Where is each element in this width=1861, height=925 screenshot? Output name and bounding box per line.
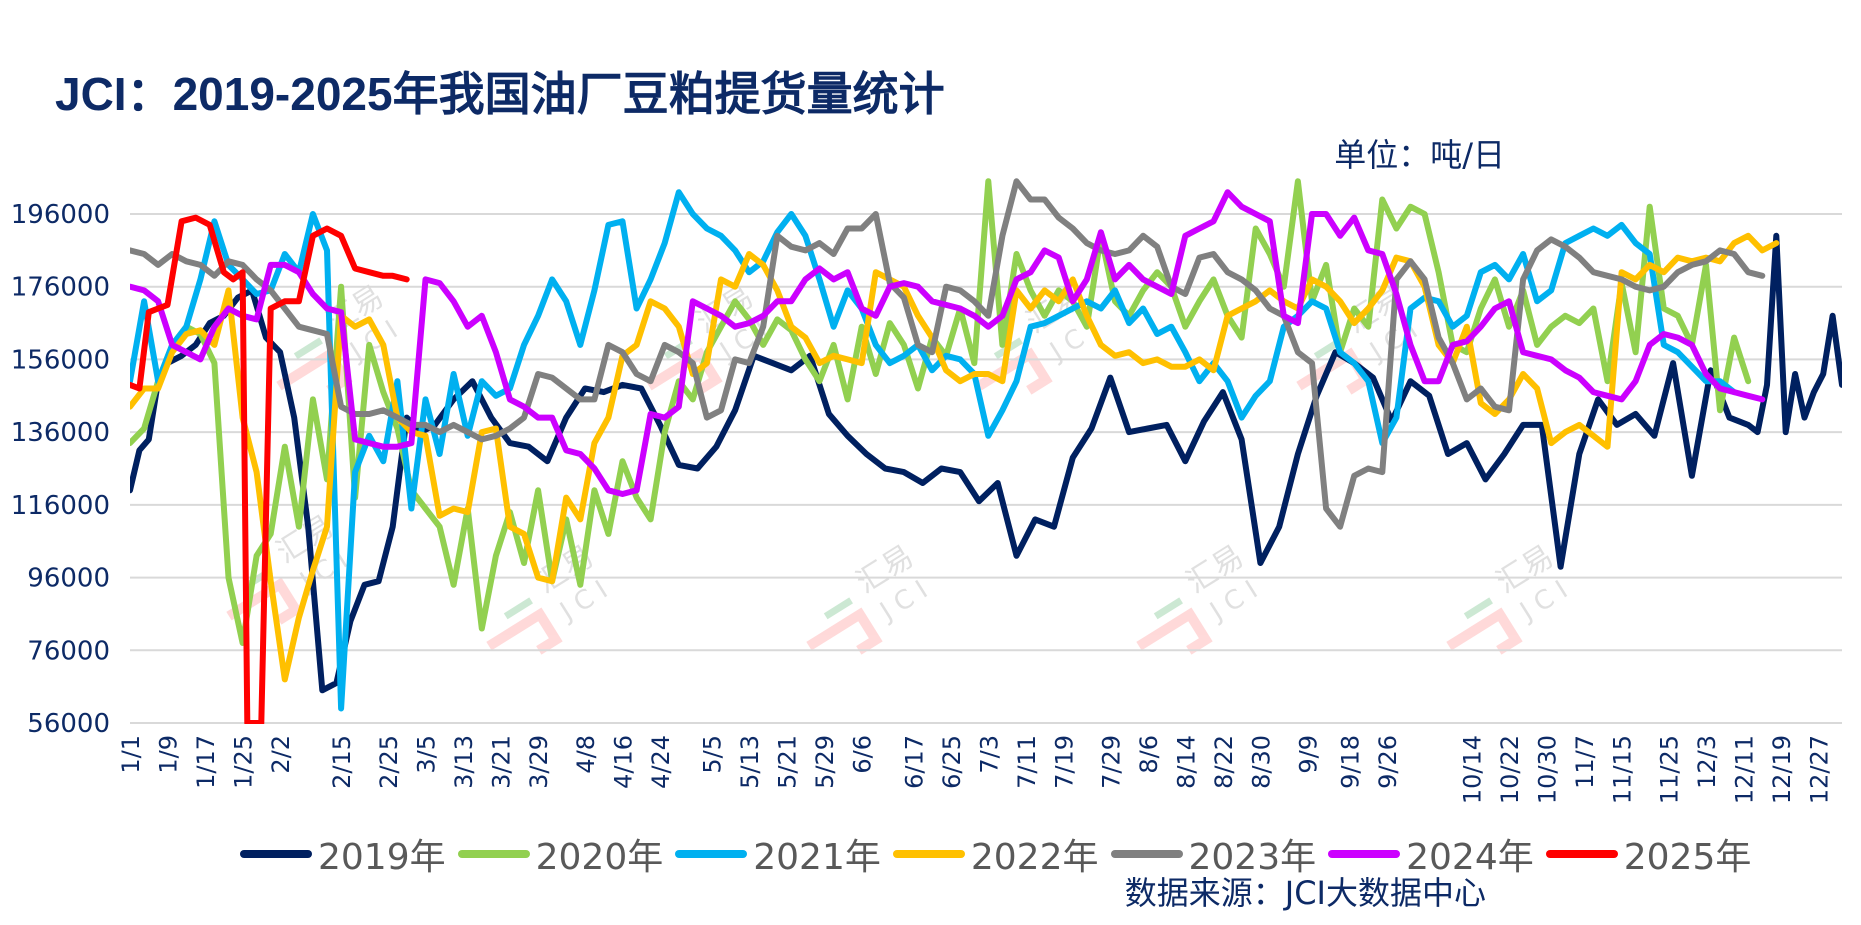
- x-tick-label: 2/25: [375, 735, 403, 789]
- series-line-2023: [130, 178, 1766, 530]
- x-tick-label: 1/1: [117, 735, 145, 774]
- legend-item: 2023年: [1110, 828, 1317, 880]
- unit-label: 单位：吨/日: [1334, 136, 1505, 174]
- legend-swatch: [892, 850, 965, 858]
- legend-item: 2025年: [1545, 828, 1752, 880]
- series-lines: [130, 178, 1842, 724]
- y-axis-ticks: 56000 76000 96000 116000 136000 156000 176000 1…: [11, 200, 110, 739]
- x-tick-label: 3/5: [412, 735, 440, 774]
- x-tick-label: 11/15: [1609, 735, 1637, 804]
- x-tick-label: 7/3: [975, 735, 1003, 774]
- x-tick-label: 5/5: [699, 735, 727, 774]
- x-tick-label: 9/26: [1374, 735, 1402, 789]
- y-tick-label: 176000: [11, 273, 110, 303]
- x-tick-label: 10/30: [1534, 735, 1562, 804]
- x-tick-label: 1/17: [192, 735, 220, 789]
- x-tick-label: 12/19: [1768, 735, 1796, 804]
- x-tick-label: 6/25: [938, 735, 966, 789]
- legend-item: 2024年: [1328, 828, 1534, 880]
- legend-item: 2020年: [457, 828, 664, 880]
- x-tick-label: 7/19: [1050, 735, 1078, 789]
- x-tick-label: 3/21: [488, 735, 516, 789]
- x-tick-label: 11/7: [1571, 735, 1599, 789]
- x-tick-label: 1/25: [230, 735, 258, 789]
- x-tick-label: 4/16: [609, 735, 637, 789]
- y-tick-label: 56000: [27, 709, 110, 739]
- legend-label: 2021年: [753, 837, 881, 878]
- legend-swatch: [675, 850, 748, 858]
- legend-label: 2019年: [318, 837, 446, 878]
- legend-swatch: [240, 850, 312, 858]
- x-tick-label: 9/9: [1294, 735, 1322, 774]
- legend-item: 2022年: [892, 828, 1099, 880]
- series-line-2021: [130, 189, 1738, 712]
- x-tick-label: 3/29: [525, 735, 553, 789]
- x-tick-label: 6/6: [849, 735, 877, 774]
- legend: 2019年 2020年 2021年 2022年 2023年 2024年 2025年: [240, 828, 1763, 880]
- legend-swatch: [457, 850, 530, 858]
- x-tick-label: 5/21: [774, 735, 802, 789]
- x-tick-label: 12/3: [1693, 735, 1721, 789]
- series-line-2025: [130, 214, 410, 724]
- legend-label: 2024年: [1406, 837, 1534, 878]
- x-tick-label: 3/13: [450, 735, 478, 789]
- y-tick-label: 156000: [11, 345, 110, 375]
- y-tick-label: 116000: [11, 491, 110, 521]
- x-tick-label: 8/14: [1172, 735, 1200, 789]
- x-tick-label: 11/25: [1655, 735, 1683, 804]
- legend-swatch: [1110, 850, 1183, 858]
- x-tick-label: 8/22: [1210, 735, 1238, 789]
- x-axis-ticks: 1/1 1/9 1/17 1/25 2/2 2/15 2/25 3/5 3/13 3/21 3/29…: [117, 735, 1834, 804]
- x-tick-label: 9/18: [1337, 735, 1365, 789]
- y-tick-label: 196000: [11, 200, 110, 230]
- x-tick-label: 12/27: [1806, 735, 1834, 804]
- legend-label: 2022年: [970, 837, 1099, 878]
- legend-label: 2025年: [1623, 837, 1752, 878]
- x-tick-label: 10/22: [1496, 735, 1524, 804]
- x-tick-label: 7/11: [1013, 735, 1041, 789]
- chart-title: JCI：2019-2025年我国油厂豆粕提货量统计: [55, 68, 945, 120]
- y-tick-label: 96000: [27, 564, 110, 594]
- legend-swatch: [1328, 850, 1401, 858]
- legend-label: 2023年: [1188, 837, 1317, 878]
- series-line-2024: [130, 189, 1766, 497]
- legend-item: 2019年: [240, 828, 446, 880]
- gridlines: [130, 213, 1842, 724]
- data-source: 数据来源：JCI大数据中心: [1124, 874, 1486, 912]
- x-tick-label: 10/14: [1458, 735, 1486, 804]
- x-tick-label: 8/6: [1135, 735, 1163, 774]
- legend-swatch: [1545, 850, 1618, 858]
- x-tick-label: 7/29: [1097, 735, 1125, 789]
- series-line-2019: [130, 232, 1842, 694]
- x-tick-label: 1/9: [155, 735, 183, 774]
- y-tick-label: 136000: [11, 418, 110, 448]
- x-tick-label: 4/24: [647, 735, 675, 789]
- legend-item: 2021年: [675, 828, 881, 880]
- x-tick-label: 6/17: [900, 735, 928, 789]
- x-tick-label: 8/30: [1247, 735, 1275, 789]
- x-tick-label: 5/29: [811, 735, 839, 789]
- y-tick-label: 76000: [27, 636, 110, 666]
- x-tick-label: 5/13: [736, 735, 764, 789]
- x-tick-label: 2/15: [328, 735, 356, 789]
- x-tick-label: 4/8: [572, 735, 600, 774]
- legend-label: 2020年: [535, 837, 664, 878]
- x-tick-label: 2/2: [267, 735, 295, 774]
- x-tick-label: 12/11: [1731, 735, 1759, 804]
